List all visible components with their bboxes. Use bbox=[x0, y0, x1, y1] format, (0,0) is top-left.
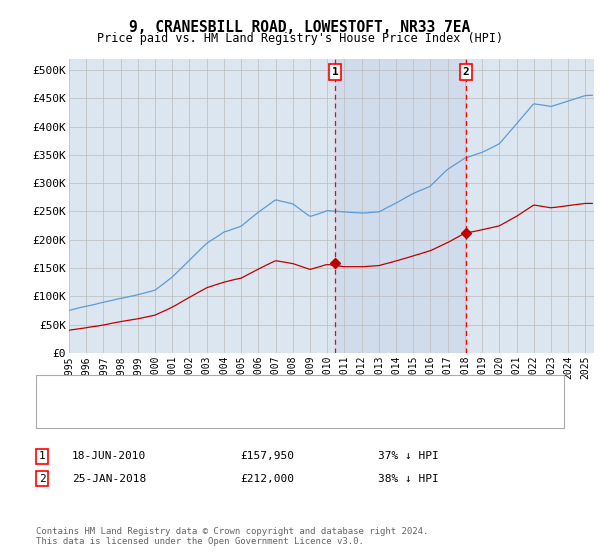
Text: £212,000: £212,000 bbox=[240, 474, 294, 484]
Text: £157,950: £157,950 bbox=[240, 451, 294, 461]
Text: 18-JUN-2010: 18-JUN-2010 bbox=[72, 451, 146, 461]
Text: Contains HM Land Registry data © Crown copyright and database right 2024.
This d: Contains HM Land Registry data © Crown c… bbox=[36, 526, 428, 546]
Text: 37% ↓ HPI: 37% ↓ HPI bbox=[378, 451, 439, 461]
Text: HPI: Average price, detached house, East Suffolk: HPI: Average price, detached house, East… bbox=[81, 410, 381, 420]
Text: 9, CRANESBILL ROAD, LOWESTOFT, NR33 7EA: 9, CRANESBILL ROAD, LOWESTOFT, NR33 7EA bbox=[130, 20, 470, 35]
Text: 1: 1 bbox=[38, 451, 46, 461]
Text: 38% ↓ HPI: 38% ↓ HPI bbox=[378, 474, 439, 484]
Bar bbox=[335, 59, 466, 353]
Text: 25-JAN-2018: 25-JAN-2018 bbox=[72, 474, 146, 484]
Text: 2: 2 bbox=[463, 67, 469, 77]
Text: 1: 1 bbox=[332, 67, 338, 77]
Text: Price paid vs. HM Land Registry's House Price Index (HPI): Price paid vs. HM Land Registry's House … bbox=[97, 32, 503, 45]
Text: 2: 2 bbox=[38, 474, 46, 484]
Text: 9, CRANESBILL ROAD, LOWESTOFT, NR33 7EA (detached house): 9, CRANESBILL ROAD, LOWESTOFT, NR33 7EA … bbox=[81, 385, 431, 395]
